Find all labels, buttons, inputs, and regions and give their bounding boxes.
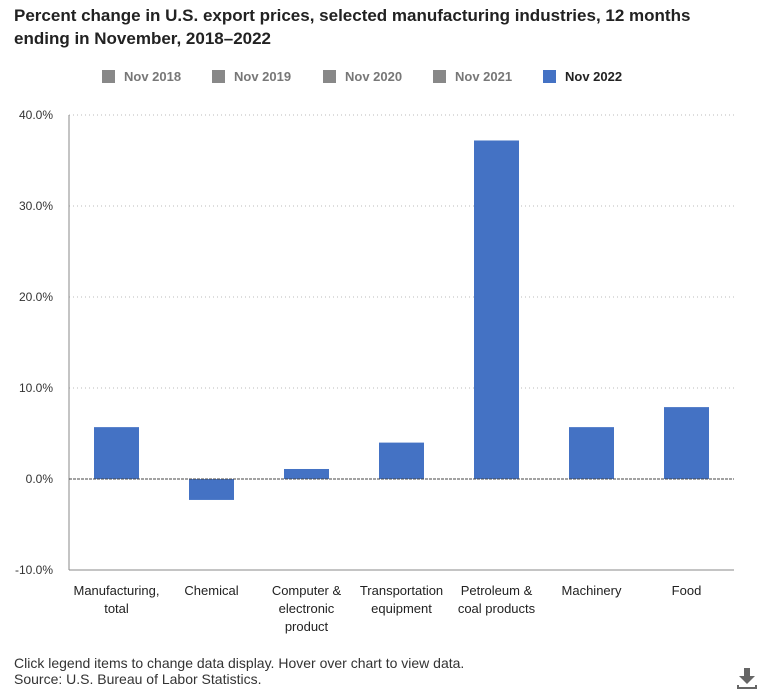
legend-label: Nov 2020: [345, 68, 403, 84]
legend-label: Nov 2021: [455, 68, 513, 84]
legend-label: Nov 2019: [234, 68, 292, 84]
x-category-label: coal products: [458, 601, 536, 616]
legend-item-nov-2022[interactable]: Nov 2022: [543, 66, 622, 86]
y-tick-label: -10.0%: [15, 563, 53, 577]
footer-source: Source: U.S. Bureau of Labor Statistics.: [14, 671, 262, 687]
legend-item-nov-2019[interactable]: Nov 2019: [212, 66, 291, 86]
bar-5[interactable]: [474, 140, 519, 480]
x-category-label: equipment: [371, 601, 432, 616]
y-tick-label: 40.0%: [19, 108, 53, 122]
chart-footer: Click legend items to change data displa…: [14, 655, 464, 687]
download-button[interactable]: [735, 666, 759, 690]
x-category-label: product: [285, 619, 329, 634]
x-category-label: Machinery: [562, 583, 622, 598]
y-tick-label: 30.0%: [19, 199, 53, 213]
legend-item-nov-2020[interactable]: Nov 2020: [323, 66, 402, 86]
bar-1[interactable]: [94, 427, 139, 479]
legend-item-nov-2018[interactable]: Nov 2018: [102, 66, 181, 86]
legend: Nov 2018 Nov 2019 Nov 2020 Nov 2021 Nov …: [0, 66, 770, 86]
x-category-label: Manufacturing,: [74, 583, 160, 598]
bar-chart[interactable]: -10.0% 0.0% 10.0% 20.0% 30.0% 40.0% Manufactur…: [0, 0, 770, 650]
x-category-label: Food: [672, 583, 702, 598]
x-category-label: electronic: [279, 601, 335, 616]
legend-label: Nov 2022: [565, 68, 623, 84]
bar-3[interactable]: [284, 468, 329, 479]
download-icon: [737, 668, 757, 689]
legend-swatch: [323, 69, 336, 83]
y-tick-label: 0.0%: [26, 472, 54, 486]
bar-7[interactable]: [664, 407, 709, 479]
x-category-label: Chemical: [184, 583, 238, 598]
x-category-label: Petroleum &: [461, 583, 533, 598]
legend-swatch: [543, 69, 556, 83]
x-category-label: Transportation: [360, 583, 443, 598]
legend-swatch: [433, 69, 446, 83]
x-category-label: total: [104, 601, 129, 616]
x-category-label: Computer &: [272, 583, 342, 598]
y-tick-label: 20.0%: [19, 290, 53, 304]
bar-4[interactable]: [379, 442, 424, 479]
y-tick-label: 10.0%: [19, 381, 53, 395]
bar-2[interactable]: [189, 479, 234, 500]
footer-note: Click legend items to change data displa…: [14, 655, 465, 671]
bar-6[interactable]: [569, 427, 614, 479]
chart-title: Percent change in U.S. export prices, se…: [14, 6, 691, 48]
legend-swatch: [102, 69, 115, 83]
legend-label: Nov 2018: [124, 68, 182, 84]
legend-item-nov-2021[interactable]: Nov 2021: [433, 66, 512, 86]
legend-swatch: [212, 69, 225, 83]
